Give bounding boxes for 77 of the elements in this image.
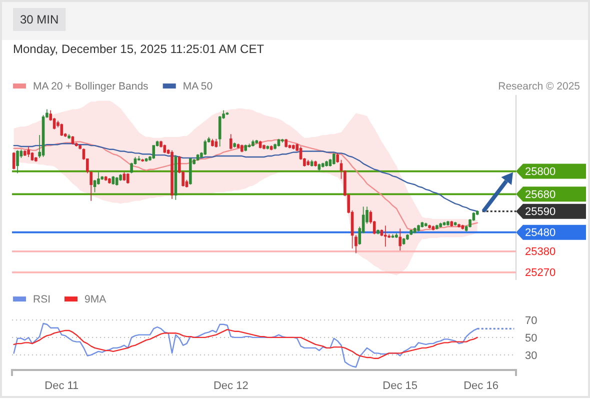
- candlestick: [236, 143, 240, 149]
- candlestick: [395, 232, 398, 238]
- y-tick-label: 30: [525, 350, 538, 362]
- candlestick: [314, 160, 317, 167]
- candlestick: [78, 144, 82, 150]
- ref-line-label: 25590: [525, 206, 556, 218]
- candlestick: [336, 152, 339, 164]
- candlestick: [332, 152, 336, 166]
- legend-label: 9MA: [84, 294, 106, 306]
- candlestick: [23, 150, 26, 156]
- candlestick: [204, 139, 207, 156]
- candlestick: [458, 223, 460, 228]
- candlestick: [428, 224, 431, 229]
- chart-subtitle: Monday, December 15, 2025 11:25:01 AM CET: [13, 42, 265, 56]
- x-tick-label: Dec 12: [213, 380, 248, 392]
- candlestick: [226, 112, 229, 116]
- candlestick: [16, 150, 19, 174]
- candlestick: [138, 156, 140, 162]
- candlestick: [424, 222, 428, 227]
- x-tick-label: Dec 16: [464, 380, 498, 392]
- candlestick: [325, 160, 328, 167]
- x-tick-label: Dec 11: [44, 380, 79, 392]
- candlestick: [461, 224, 464, 230]
- text: Research © 2025: [498, 80, 580, 93]
- candlestick: [244, 144, 248, 152]
- candlestick: [321, 162, 324, 168]
- candlestick: [450, 220, 454, 227]
- candlestick: [104, 176, 108, 182]
- candlestick: [141, 158, 144, 162]
- candlestick: [398, 228, 402, 251]
- candlestick: [119, 174, 122, 182]
- candlestick: [384, 225, 387, 248]
- ref-line-label: 25800: [525, 166, 556, 178]
- candlestick: [284, 138, 288, 148]
- candlestick: [152, 145, 156, 160]
- candlestick: [248, 143, 251, 148]
- candlestick: [417, 224, 420, 232]
- ref-line-label: 25680: [525, 189, 556, 202]
- candlestick: [68, 134, 70, 140]
- y-tick-label: 70: [525, 314, 538, 327]
- candlestick: [306, 159, 310, 166]
- y-tick-label: 50: [525, 332, 538, 344]
- candlestick: [436, 224, 438, 230]
- candlestick: [211, 138, 214, 147]
- text: 30 MIN: [20, 12, 59, 27]
- line-series: [13, 329, 478, 359]
- candlestick: [432, 225, 435, 231]
- candlestick: [446, 220, 450, 226]
- candlestick: [376, 229, 380, 235]
- candlestick: [189, 158, 192, 186]
- candlestick: [255, 139, 258, 144]
- candlestick: [27, 146, 30, 158]
- candlestick: [406, 234, 409, 240]
- legend-label: RSI: [33, 294, 51, 306]
- candlestick: [240, 144, 244, 153]
- candlestick: [274, 143, 276, 150]
- candlestick: [270, 145, 273, 151]
- candlestick: [108, 178, 111, 184]
- candlestick: [354, 234, 358, 254]
- ref-line-label: 25380: [525, 246, 556, 258]
- x-tick-label: Dec 15: [382, 380, 418, 392]
- candlestick: [292, 144, 295, 150]
- candlestick: [233, 142, 236, 148]
- candlestick: [100, 176, 104, 180]
- candlestick: [439, 222, 442, 228]
- legend-label: MA 50: [182, 80, 213, 93]
- ref-line-label: 25480: [525, 227, 556, 240]
- candlestick: [229, 134, 232, 150]
- ref-line-label: 25270: [525, 267, 556, 280]
- candlestick: [266, 145, 270, 150]
- candlestick: [262, 144, 266, 150]
- legend-label: MA 20 + Bollinger Bands: [33, 80, 148, 93]
- candlestick: [126, 172, 130, 184]
- candlestick: [170, 150, 174, 200]
- candlestick: [280, 138, 284, 144]
- candlestick: [252, 139, 254, 147]
- candlestick: [391, 234, 394, 238]
